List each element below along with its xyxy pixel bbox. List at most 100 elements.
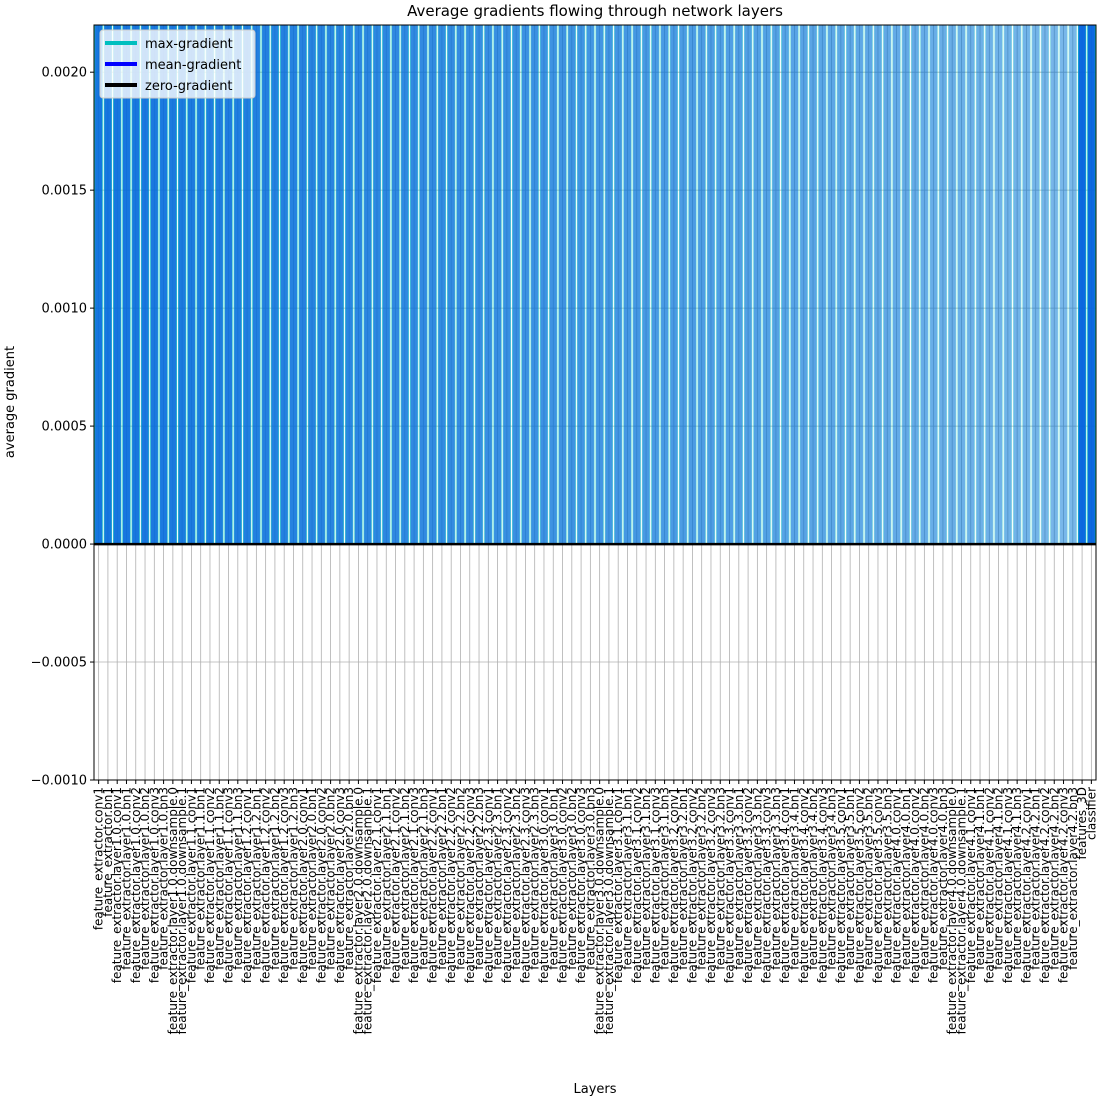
x-tick-label: feature_extractor.layer2.0.bn3 xyxy=(342,787,356,970)
x-tick-label: feature_extractor.layer1.2.conv3 xyxy=(277,787,291,983)
max-gradient-bar xyxy=(706,25,716,545)
mean-gradient-bar xyxy=(559,25,567,545)
max-gradient-bar xyxy=(1003,25,1013,545)
max-gradient-bar xyxy=(131,25,140,545)
max-gradient-bar xyxy=(669,25,679,545)
mean-gradient-bar xyxy=(345,25,353,545)
max-gradient-bar xyxy=(456,25,465,545)
mean-gradient-bar xyxy=(141,25,149,545)
max-gradient-bar xyxy=(966,25,975,545)
x-tick-label: feature_extractor.layer4.0.conv2 xyxy=(908,787,922,983)
x-tick-label: feature_extractor.layer1.1.bn1 xyxy=(194,787,208,970)
max-gradient-bar xyxy=(289,25,298,545)
y-axis-title: average gradient xyxy=(3,346,18,458)
mean-gradient-bar xyxy=(902,25,910,545)
max-gradient-bar xyxy=(883,25,892,545)
max-gradient-bar xyxy=(233,25,242,545)
mean-gradient-bar xyxy=(957,25,965,545)
max-gradient-bar xyxy=(140,25,150,545)
mean-gradient-bar xyxy=(716,25,724,545)
x-tick-label: feature_extractor.layer4.0.downsample.1 xyxy=(954,787,968,1034)
x-tick-label: feature_extractor.layer3.3.conv1 xyxy=(723,787,737,983)
mean-gradient-bar xyxy=(438,25,446,545)
mean-gradient-bar xyxy=(540,25,548,545)
max-gradient-bar xyxy=(716,25,725,545)
x-tick-label: feature_extractor.layer3.5.bn2 xyxy=(862,787,876,970)
x-tick-label: feature_extractor.layer2.3.conv1 xyxy=(481,787,495,983)
max-gradient-bar xyxy=(484,25,493,545)
x-tick-label: feature_extractor.layer2.0.downsample.0 xyxy=(351,787,365,1034)
max-gradient-bar xyxy=(632,25,641,545)
max-gradient-bar xyxy=(344,25,354,545)
mean-gradient-bar xyxy=(382,25,390,545)
max-gradient-bar xyxy=(799,25,808,545)
max-gradient-bar xyxy=(948,25,957,545)
max-gradient-bar xyxy=(196,25,205,545)
x-tick-label: feature_extractor.layer3.0.conv2 xyxy=(556,787,570,983)
bars xyxy=(94,25,1096,545)
x-axis-ticks: feature_extractor.conv1feature_extractor… xyxy=(92,780,1098,1034)
x-tick-label: feature_extractor.layer2.0.downsample.1 xyxy=(361,787,375,1034)
y-tick-label: −0.0010 xyxy=(31,774,87,789)
max-gradient-bar xyxy=(985,25,994,545)
max-gradient-bar xyxy=(1050,25,1059,545)
mean-gradient-bar xyxy=(150,25,158,545)
max-gradient-bar xyxy=(326,25,335,545)
x-tick-label: feature_extractor.layer3.5.bn3 xyxy=(880,787,894,970)
max-gradient-bar xyxy=(1087,25,1096,545)
x-tick-label: feature_extractor.layer4.0.bn1 xyxy=(899,787,913,970)
mean-gradient-bar xyxy=(605,25,613,545)
max-gradient-bar xyxy=(586,25,595,545)
max-gradient-bar xyxy=(1059,25,1068,545)
max-gradient-bar xyxy=(697,25,706,545)
x-tick-label: feature_extractor.layer4.1.bn1 xyxy=(973,787,987,970)
mean-gradient-bar xyxy=(252,25,260,545)
x-tick-label: feature_extractor.layer3.2.conv1 xyxy=(667,787,681,983)
mean-gradient-bar xyxy=(234,25,242,545)
mean-gradient-bar xyxy=(679,25,687,545)
max-gradient-bar xyxy=(502,25,512,545)
mean-gradient-bar xyxy=(772,25,780,545)
mean-gradient-bar xyxy=(364,25,372,545)
x-tick-label: feature_extractor.layer3.1.conv1 xyxy=(611,787,625,983)
x-tick-label: feature_extractor.layer1.1.bn3 xyxy=(231,787,245,970)
max-gradient-bar xyxy=(261,25,270,545)
x-tick-label: feature_extractor.layer4.1.bn3 xyxy=(1010,787,1024,970)
x-tick-label: feature_extractor.layer1.2.conv1 xyxy=(240,787,254,983)
max-gradient-bar xyxy=(1031,25,1040,545)
x-tick-label: feature_extractor.layer2.0.conv2 xyxy=(314,787,328,983)
x-tick-label: feature_extractor.layer3.3.conv3 xyxy=(760,787,774,983)
max-gradient-bar xyxy=(168,25,178,545)
max-gradient-bar xyxy=(428,25,437,545)
x-tick-label: feature_extractor.layer3.0.conv3 xyxy=(574,787,588,983)
mean-gradient-bar xyxy=(317,25,325,545)
x-tick-label: feature_extractor.layer3.2.bn2 xyxy=(695,787,709,970)
max-gradient-bar xyxy=(270,25,280,545)
mean-gradient-bar xyxy=(1050,25,1058,545)
x-tick-label: feature_extractor.layer4.2.conv1 xyxy=(1019,787,1033,983)
max-gradient-bar xyxy=(892,25,901,545)
mean-gradient-bar xyxy=(911,25,919,545)
max-gradient-bar xyxy=(215,25,224,545)
mean-gradient-bar xyxy=(1060,25,1068,545)
max-gradient-bar xyxy=(836,25,846,545)
mean-gradient-bar xyxy=(586,25,594,545)
x-tick-label: feature_extractor.layer4.1.conv1 xyxy=(964,787,978,983)
mean-gradient-bar xyxy=(920,25,928,545)
max-gradient-bar xyxy=(187,25,196,545)
max-gradient-bar xyxy=(493,25,502,545)
x-tick-label: feature_extractor.layer3.3.bn3 xyxy=(769,787,783,970)
x-tick-label: feature_extractor.layer2.1.bn3 xyxy=(416,787,430,970)
max-gradient-bar xyxy=(409,25,419,545)
mean-gradient-bar xyxy=(521,25,529,545)
mean-gradient-bar xyxy=(883,25,891,545)
x-tick-label: feature_extractor.layer3.3.bn2 xyxy=(750,787,764,970)
mean-gradient-bar xyxy=(846,25,854,545)
mean-gradient-bar xyxy=(753,25,761,545)
mean-gradient-bar xyxy=(1013,25,1021,545)
max-gradient-bar xyxy=(549,25,558,545)
x-tick-label: feature_extractor.layer3.5.conv2 xyxy=(852,787,866,983)
mean-gradient-bar xyxy=(568,25,576,545)
x-tick-label: feature_extractor.layer4.1.conv3 xyxy=(1001,787,1015,983)
